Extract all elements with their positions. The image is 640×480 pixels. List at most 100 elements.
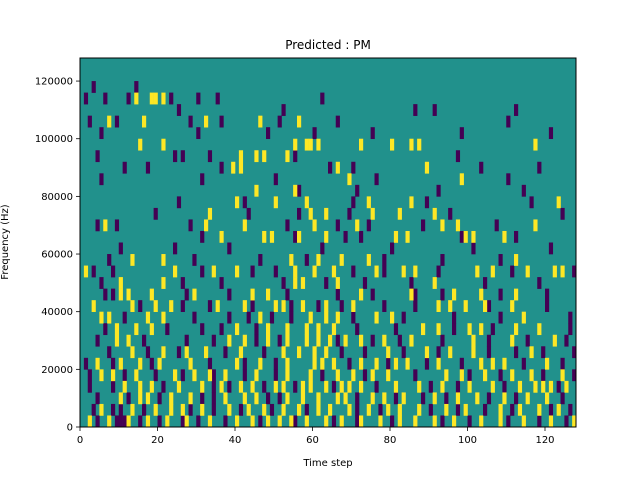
heatmap-cell-high	[281, 403, 286, 416]
heatmap-cell-low	[200, 230, 205, 243]
heatmap-cell-high	[467, 380, 472, 393]
heatmap-cell-low	[440, 415, 445, 428]
heatmap-cell-low	[568, 403, 573, 416]
x-tick-label: 20	[151, 435, 164, 446]
heatmap-cell-high	[552, 265, 557, 278]
heatmap-cell-low	[95, 392, 100, 405]
heatmap-cell-high	[169, 403, 174, 416]
heatmap-cell-high	[370, 207, 375, 220]
heatmap-cell-low	[169, 92, 174, 105]
heatmap-cell-high	[490, 357, 495, 370]
heatmap-cell-high	[285, 369, 290, 382]
heatmap-cell-high	[266, 288, 271, 301]
heatmap-cell-low	[142, 334, 147, 347]
heatmap-cell-low	[293, 415, 298, 428]
heatmap-cell-high	[444, 369, 449, 382]
heatmap-cell-high	[297, 115, 302, 128]
heatmap-cell-high	[471, 230, 476, 243]
heatmap-cell-low	[250, 265, 255, 278]
heatmap-cell-high	[448, 300, 453, 312]
heatmap-cell-low	[107, 254, 112, 266]
heatmap-cell-low	[242, 357, 247, 370]
heatmap-cell-high	[359, 288, 364, 301]
heatmap-cell-high	[324, 415, 329, 428]
heatmap-cell-high	[308, 207, 313, 220]
heatmap-cell-low	[200, 392, 205, 405]
heatmap-cell-high	[107, 115, 112, 128]
heatmap-cell-high	[545, 392, 550, 405]
heatmap-cell-high	[219, 230, 224, 243]
heatmap-cell-low	[339, 300, 344, 312]
heatmap-cell-high	[409, 196, 414, 209]
heatmap-cell-low	[103, 92, 108, 105]
heatmap-cell-high	[335, 369, 340, 382]
heatmap-cell-low	[223, 415, 228, 428]
heatmap-cell-low	[486, 300, 492, 312]
heatmap-cell-low	[359, 230, 364, 243]
heatmap-cell-high	[436, 300, 441, 312]
heatmap-cell-high	[537, 403, 542, 416]
heatmap-cell-high	[83, 265, 89, 278]
heatmap-cell-low	[444, 392, 449, 405]
heatmap-cell-low	[572, 265, 577, 278]
heatmap-cell-high	[173, 369, 178, 382]
heatmap-cell-low	[211, 369, 216, 382]
heatmap-cell-high	[560, 265, 565, 278]
heatmap-cell-high	[463, 300, 468, 312]
heatmap-cell-high	[316, 138, 321, 151]
heatmap-cell-low	[258, 415, 263, 428]
heatmap-cell-low	[382, 300, 387, 312]
heatmap-cell-high	[145, 392, 151, 405]
heatmap-cell-low	[196, 92, 201, 105]
y-tick-label: 100000	[35, 134, 73, 145]
heatmap-cell-high	[207, 207, 213, 220]
heatmap-cell-high	[331, 357, 337, 370]
heatmap-cell-low	[114, 415, 120, 428]
heatmap-cell-low	[560, 357, 565, 370]
heatmap-cell-high	[204, 115, 209, 128]
heatmap-cell-low	[266, 392, 271, 405]
heatmap-cell-low	[107, 346, 112, 359]
heatmap-cell-high	[161, 254, 166, 266]
heatmap-cell-high	[324, 311, 329, 324]
heatmap-cell-high	[556, 196, 561, 209]
heatmap-cell-low	[211, 380, 216, 393]
heatmap-cell-low	[494, 219, 499, 232]
heatmap-cell-high	[548, 380, 554, 393]
heatmap-cell-low	[564, 334, 569, 347]
heatmap-cell-high	[184, 346, 189, 359]
heatmap-cell-low	[541, 346, 546, 359]
heatmap-cell-high	[235, 196, 240, 209]
heatmap-cell-low	[328, 161, 333, 174]
heatmap-cell-high	[370, 392, 375, 405]
heatmap-cell-high	[448, 346, 453, 359]
heatmap-cell-high	[335, 277, 340, 289]
heatmap-cell-high	[254, 369, 259, 382]
heatmap-cell-low	[99, 127, 104, 140]
heatmap-cell-low	[452, 323, 457, 336]
heatmap-cell-high	[304, 196, 309, 209]
heatmap-cell-low	[95, 334, 100, 347]
heatmap-cell-low	[180, 415, 185, 428]
x-tick-label: 0	[77, 435, 83, 446]
heatmap-cell-low	[413, 369, 418, 382]
heatmap-cell-low	[401, 311, 406, 324]
heatmap-cell-high	[254, 184, 259, 197]
heatmap-cell-low	[157, 415, 162, 428]
heatmap-cell-high	[417, 380, 422, 393]
heatmap-cell-low	[304, 254, 309, 266]
heatmap-cell-high	[413, 415, 418, 428]
heatmap-cell-low	[316, 300, 321, 312]
heatmap-cell-low	[455, 403, 461, 416]
heatmap-cell-low	[483, 403, 488, 416]
heatmap-cell-low	[390, 415, 395, 428]
heatmap-cell-low	[111, 288, 116, 301]
heatmap-cell-high	[192, 369, 197, 382]
heatmap-cell-low	[227, 311, 232, 324]
heatmap-cell-high	[374, 311, 379, 324]
x-tick-label: 100	[458, 435, 477, 446]
heatmap-cell-high	[455, 219, 461, 232]
y-tick-label: 120000	[35, 77, 73, 88]
heatmap-cell-high	[502, 392, 507, 405]
heatmap-cell-low	[111, 265, 116, 278]
